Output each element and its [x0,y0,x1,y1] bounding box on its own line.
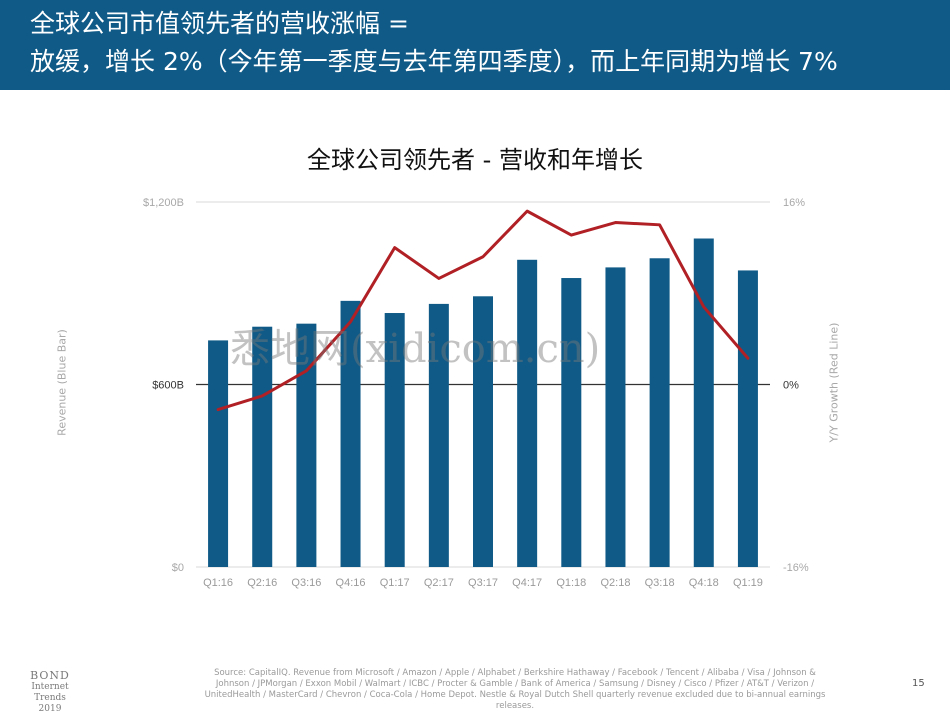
logo-line-2: Internet Trends [31,682,69,703]
x-tick-label: Q3:18 [645,577,675,589]
revenue-bar [737,270,758,567]
x-tick-label: Q2:17 [424,577,454,589]
headline-line-2: 放缓，增长 2%（今年第一季度与去年第四季度），而上年同期为增长 7% [30,47,838,76]
left-tick-label: $600B [152,380,184,392]
x-tick-label: Q2:16 [247,577,277,589]
revenue-bar [649,258,670,567]
right-tick-label: 16% [783,197,805,209]
logo-line-1: BOND [30,669,70,682]
x-tick-label: Q3:16 [291,577,321,589]
x-tick-label: Q4:16 [336,577,366,589]
x-tick-label: Q1:17 [380,577,410,589]
x-tick-label: Q1:16 [203,577,233,589]
right-axis-title: Y/Y Growth (Red Line) [827,322,841,443]
page-number: 15 [912,678,925,689]
growth-line [216,209,750,412]
revenue-bar [517,259,538,567]
revenue-bar [296,323,317,567]
revenue-bar [384,313,405,567]
revenue-bar [561,278,582,567]
right-tick-label: 0% [783,380,799,392]
x-tick-label: Q1:19 [733,577,763,589]
x-tick-label: Q4:18 [689,577,719,589]
revenue-bar [605,267,626,567]
revenue-bar [340,300,361,567]
title-banner: 全球公司市值领先者的营收涨幅 = 放缓，增长 2%（今年第一季度与去年第四季度）… [0,0,950,90]
x-tick-label: Q3:17 [468,577,498,589]
x-tick-label: Q4:17 [512,577,542,589]
left-tick-label: $1,200B [143,197,184,209]
left-axis-title: Revenue (Blue Bar) [55,329,69,436]
right-tick-label: -16% [783,562,809,574]
x-tick-label: Q2:18 [600,577,630,589]
watermark-text: 悉地网(xidicom.cn) [230,326,601,372]
source-note: Source: CapitalIQ. Revenue from Microsof… [204,668,826,711]
headline-line-1: 全球公司市值领先者的营收涨幅 = [30,9,409,38]
revenue-bar [693,238,714,567]
revenue-bar [428,303,449,567]
left-tick-label: $0 [172,562,184,574]
x-tick-label: Q1:18 [556,577,586,589]
revenue-bar [252,326,273,567]
logo-line-3: 2019 [38,704,62,714]
bond-logo: BOND Internet Trends 2019 [20,670,80,715]
revenue-bar [473,296,493,567]
revenue-bar [208,340,229,567]
chart-title: 全球公司领先者 - 营收和年增长 [307,146,643,174]
